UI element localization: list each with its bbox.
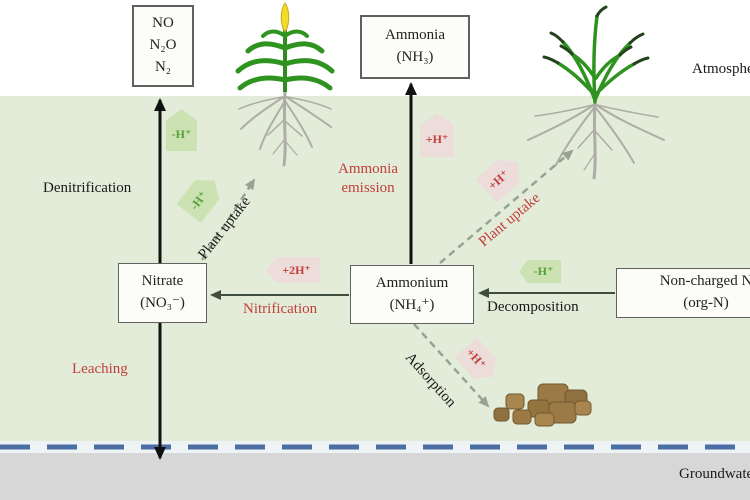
badge-text: +H⁺ bbox=[463, 345, 490, 372]
gas-n2-label: N₂ bbox=[154, 58, 172, 75]
gas-products-box: NO N₂O N₂ bbox=[132, 5, 194, 87]
adsorption-arrow bbox=[413, 323, 490, 408]
nitrification-label: Nitrification bbox=[243, 301, 318, 317]
ammonium-formula-label: (NH₄⁺) bbox=[389, 296, 435, 313]
badge-text: -H⁺ bbox=[171, 127, 192, 141]
leaching-label: Leaching bbox=[72, 361, 128, 377]
plus-2h-badge-nitrification: +2H⁺ bbox=[266, 257, 320, 283]
groundwater-region bbox=[0, 453, 750, 500]
denitrification-label: Denitrification bbox=[43, 180, 132, 196]
gas-no-label: NO bbox=[152, 15, 174, 32]
ammonia-formula-label: (NH₃) bbox=[396, 49, 434, 65]
grass-plant-icon bbox=[527, 5, 665, 180]
organic-n-name-label: Non-charged N bbox=[659, 273, 750, 290]
ammonia-emission-label: Ammonia emission bbox=[338, 161, 398, 196]
minus-h-badge-decomposition: -H⁺ bbox=[519, 260, 561, 283]
badge-text: -H⁺ bbox=[533, 264, 554, 278]
corn-plant-icon bbox=[235, 2, 335, 167]
plant-uptake-right-arrow bbox=[439, 149, 574, 264]
plant-uptake-left-arrow bbox=[200, 178, 256, 261]
gas-n2o-label: N₂O bbox=[149, 37, 177, 54]
decomposition-label: Decomposition bbox=[487, 299, 579, 315]
badge-text: +2H⁺ bbox=[282, 262, 311, 277]
organic-n-box: Non-charged N (org-N) bbox=[616, 268, 750, 318]
ammonium-box: Ammonium (NH₄⁺) bbox=[350, 265, 474, 324]
nitrate-name-label: Nitrate bbox=[141, 273, 184, 290]
badge-text: -H⁺ bbox=[186, 188, 210, 213]
organic-n-formula-label: (org-N) bbox=[683, 295, 729, 311]
groundwater-label: Groundwater bbox=[679, 466, 750, 482]
badge-text: +H⁺ bbox=[485, 166, 512, 193]
soil-particles-icon bbox=[493, 383, 592, 427]
ammonia-box: Ammonia (NH₃) bbox=[360, 15, 470, 79]
nitrate-formula-label: (NO₃⁻) bbox=[140, 295, 185, 311]
nitrate-box: Nitrate (NO₃⁻) bbox=[118, 263, 207, 323]
badge-text: +H⁺ bbox=[425, 132, 449, 146]
ammonium-name-label: Ammonium bbox=[375, 274, 449, 291]
groundwater-table-band bbox=[0, 441, 750, 453]
ammonia-name-label: Ammonia bbox=[385, 27, 445, 44]
corn-tassel-icon bbox=[280, 2, 290, 33]
atmosphere-label: Atmosphere bbox=[692, 61, 750, 77]
